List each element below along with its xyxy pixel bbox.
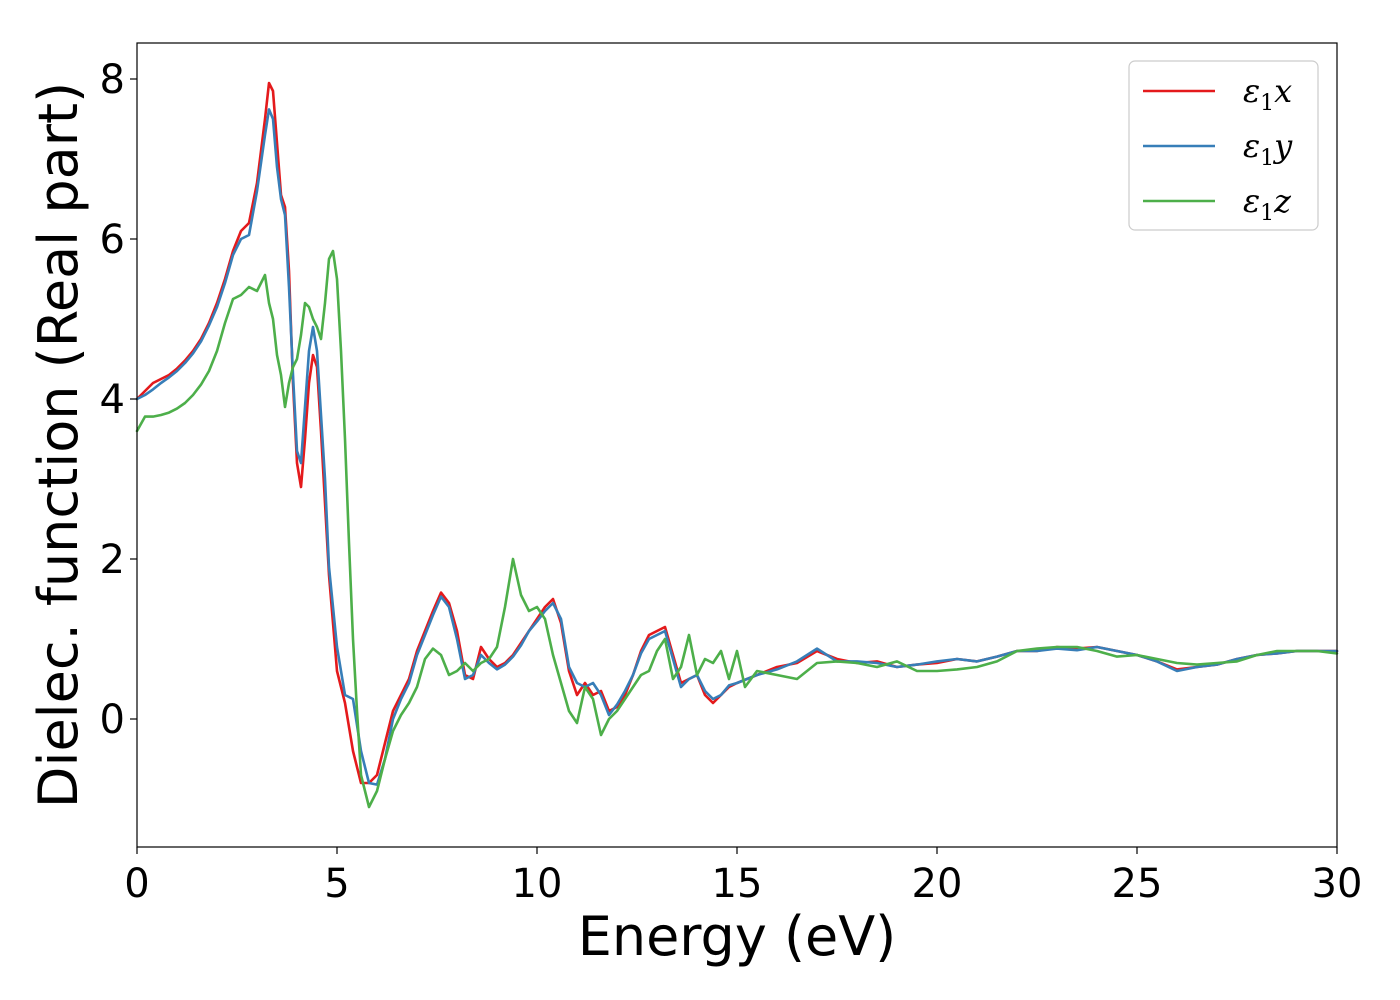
y-axis-label: Dielec. function (Real part) [27, 82, 90, 808]
legend-label-tail: z [1273, 182, 1292, 220]
legend-label-sub: 1 [1260, 201, 1274, 226]
x-tick-label: 30 [1312, 861, 1363, 907]
y-axis: 0 2 4 6 8 [100, 57, 137, 743]
y-tick-label: 6 [100, 217, 125, 263]
series-line-z [135, 249, 1339, 809]
legend-label-base: ε [1243, 72, 1260, 110]
y-tick-label: 8 [100, 57, 125, 103]
legend-label-base: ε [1243, 127, 1260, 165]
series-layer [135, 81, 1339, 809]
legend-label-tail: y [1272, 127, 1293, 165]
x-tick-label: 5 [324, 861, 349, 907]
x-tick-label: 15 [712, 861, 763, 907]
x-tick-label: 0 [124, 861, 149, 907]
legend-label-y: ε1y [1243, 127, 1293, 171]
x-axis-label: Energy (eV) [578, 905, 897, 968]
legend-label-tail: x [1274, 72, 1292, 110]
y-tick-label: 0 [100, 697, 125, 743]
series-line-y [135, 108, 1339, 786]
x-tick-label: 10 [512, 861, 563, 907]
y-tick-label: 2 [100, 537, 125, 583]
legend-label-base: ε [1243, 182, 1260, 220]
legend-label-x: ε1x [1243, 72, 1292, 116]
legend-label-z: ε1z [1243, 182, 1292, 226]
legend-box [1128, 60, 1319, 231]
x-tick-label: 20 [912, 861, 963, 907]
legend-label-sub: 1 [1260, 91, 1274, 116]
x-axis: 0 5 10 15 20 25 30 [124, 847, 1362, 907]
y-tick-label: 4 [100, 377, 125, 423]
legend-label-sub: 1 [1260, 146, 1274, 171]
x-tick-label: 25 [1112, 861, 1163, 907]
